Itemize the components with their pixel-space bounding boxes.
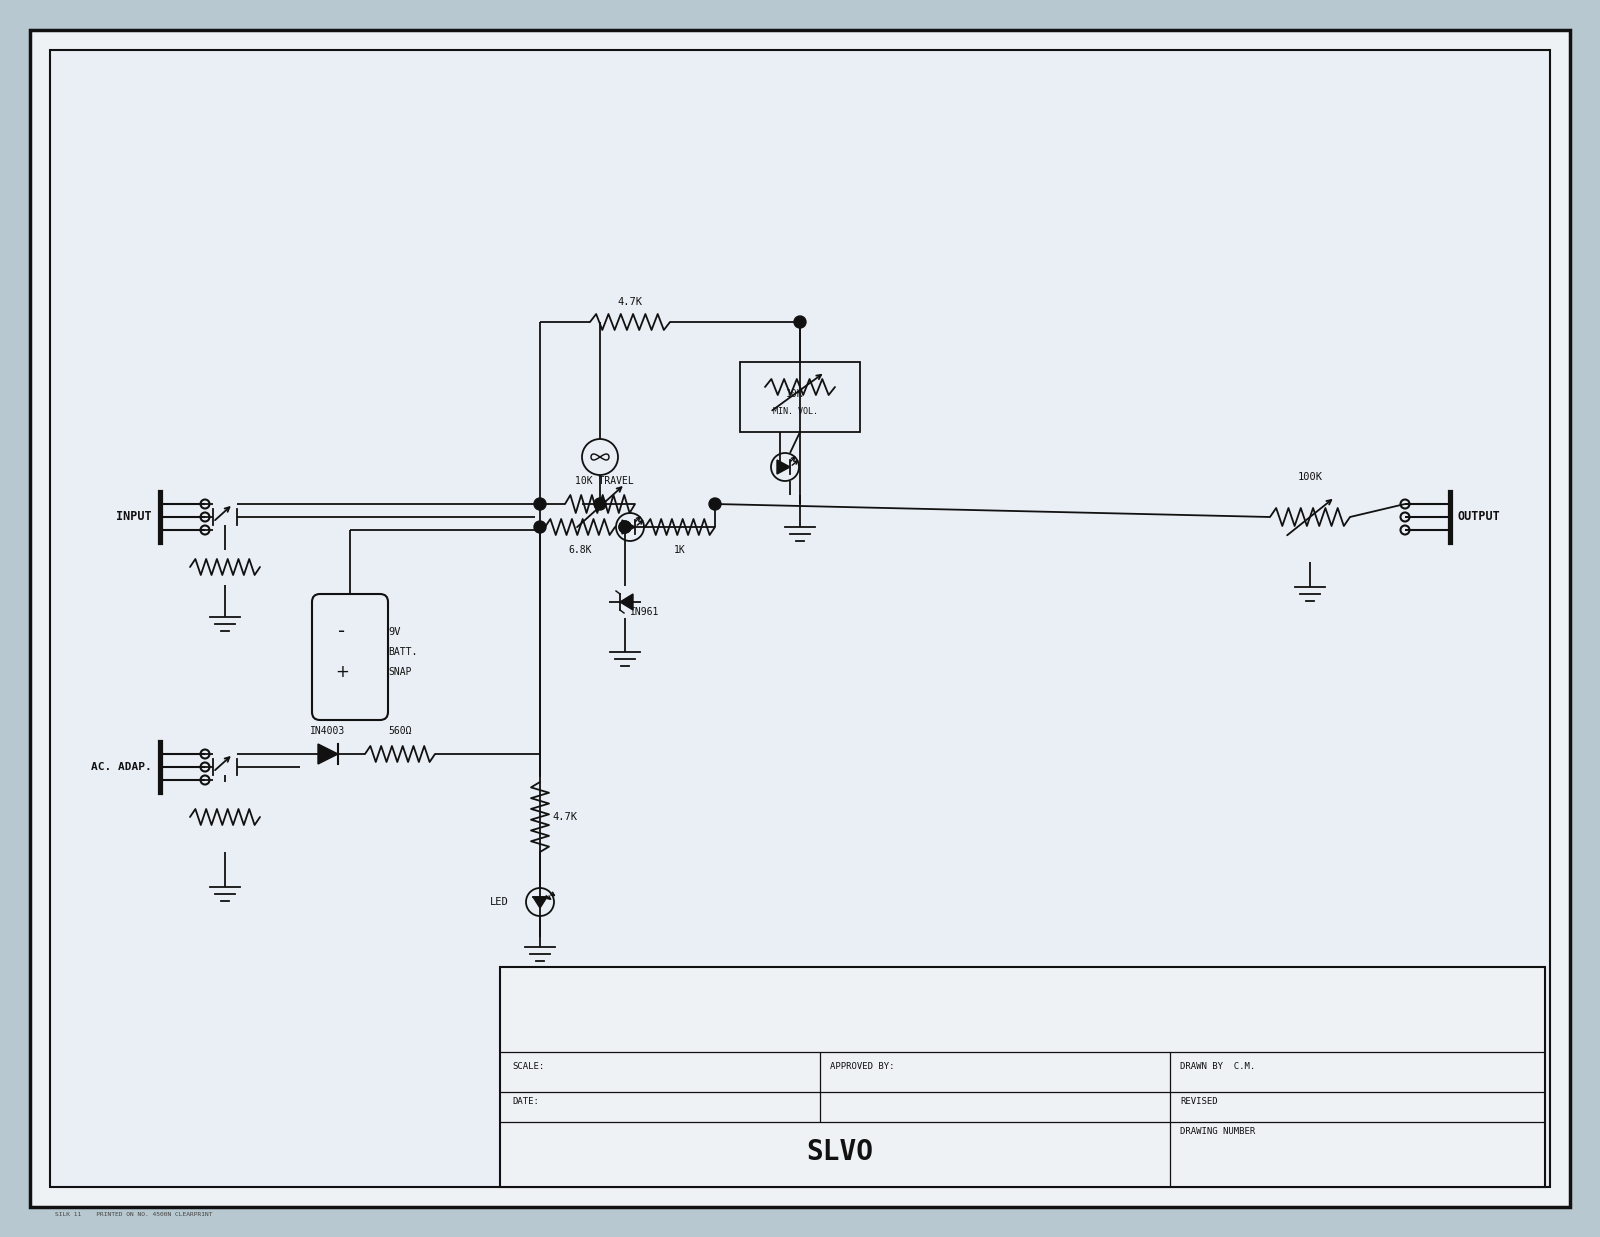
Text: APPROVED BY:: APPROVED BY: [830, 1063, 894, 1071]
Text: 10K TRAVEL: 10K TRAVEL [574, 476, 634, 486]
Bar [501, 967, 1546, 1188]
Text: 6.8K: 6.8K [568, 546, 592, 555]
Text: BATT.: BATT. [389, 647, 418, 657]
Polygon shape [318, 743, 338, 764]
Text: -: - [339, 622, 346, 642]
Text: +: + [334, 663, 349, 682]
Text: 10K: 10K [786, 388, 803, 400]
Text: AC. ADAP.: AC. ADAP. [91, 762, 152, 772]
Text: IN4003: IN4003 [310, 726, 346, 736]
Circle shape [534, 521, 546, 533]
Bar [741, 362, 861, 432]
Polygon shape [621, 594, 634, 610]
Text: 4.7K: 4.7K [618, 297, 643, 307]
Text: 100K: 100K [1298, 473, 1323, 482]
Text: MIN. VOL.: MIN. VOL. [773, 407, 818, 417]
Text: OUTPUT: OUTPUT [1458, 511, 1501, 523]
Circle shape [619, 521, 630, 533]
Polygon shape [533, 897, 547, 908]
Text: 9V: 9V [389, 627, 400, 637]
Polygon shape [622, 520, 635, 534]
Circle shape [709, 499, 722, 510]
Text: DATE:: DATE: [512, 1097, 539, 1106]
Text: SILK 11    PRINTED ON NO. 4500N CLEARPRINT: SILK 11 PRINTED ON NO. 4500N CLEARPRINT [54, 1212, 213, 1217]
Text: DRAWING NUMBER: DRAWING NUMBER [1181, 1127, 1256, 1136]
Text: INPUT: INPUT [117, 511, 152, 523]
Polygon shape [778, 460, 790, 474]
Text: DRAWN BY  C.M.: DRAWN BY C.M. [1181, 1063, 1256, 1071]
Text: REVISED: REVISED [1181, 1097, 1218, 1106]
Text: 1K: 1K [674, 546, 686, 555]
Circle shape [534, 499, 546, 510]
Text: IN961: IN961 [630, 607, 659, 617]
Text: 4.7K: 4.7K [552, 811, 578, 823]
Circle shape [594, 499, 606, 510]
Text: LED: LED [490, 897, 509, 907]
Text: SCALE:: SCALE: [512, 1063, 544, 1071]
Text: SNAP: SNAP [389, 667, 411, 677]
Circle shape [619, 521, 630, 533]
Text: 560Ω: 560Ω [389, 726, 411, 736]
Text: SLVO: SLVO [806, 1138, 874, 1166]
Circle shape [794, 315, 806, 328]
